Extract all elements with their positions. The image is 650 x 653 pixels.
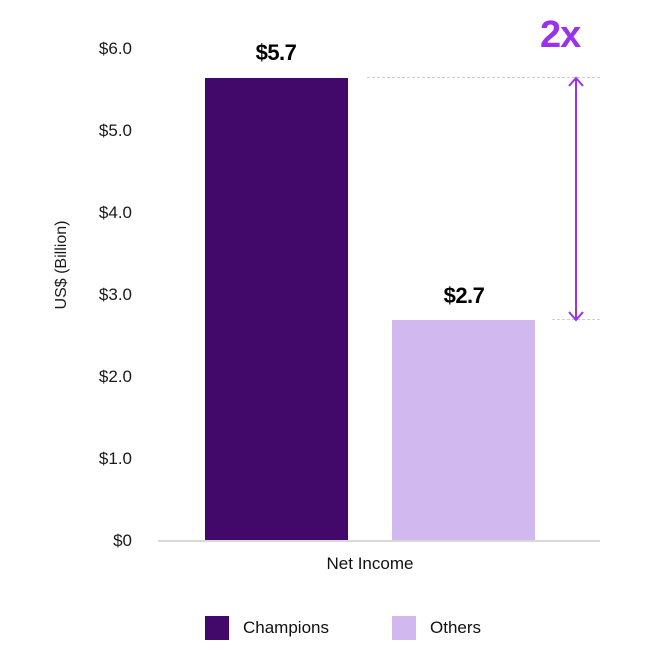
y-tick-0: $0 <box>113 531 132 550</box>
y-axis-title: US$ (Billion) <box>53 220 70 310</box>
y-tick-2: $2.0 <box>98 367 132 386</box>
reference-line-champions <box>367 77 600 78</box>
legend-item-champions: Champions <box>205 616 329 640</box>
legend-swatch-others <box>392 616 416 640</box>
bar-champions-value: $5.7 <box>255 40 297 65</box>
double-arrow-icon <box>568 76 584 322</box>
y-tick-1: $1.0 <box>98 449 132 468</box>
legend-label-champions: Champions <box>243 618 329 637</box>
legend-item-others: Others <box>392 616 481 640</box>
multiplier-annotation: 2x <box>540 14 581 56</box>
y-tick-6: $6.0 <box>98 39 132 58</box>
y-tick-5: $5.0 <box>98 121 132 140</box>
x-category-label: Net Income <box>326 554 414 573</box>
legend-label-others: Others <box>430 618 482 637</box>
legend-swatch-champions <box>205 616 229 640</box>
bar-others-value: $2.7 <box>443 283 485 308</box>
bar-others <box>392 320 535 541</box>
y-tick-3: $3.0 <box>98 285 132 304</box>
y-tick-4: $4.0 <box>98 203 132 222</box>
bar-champions <box>205 78 348 541</box>
x-axis-baseline <box>158 540 600 542</box>
